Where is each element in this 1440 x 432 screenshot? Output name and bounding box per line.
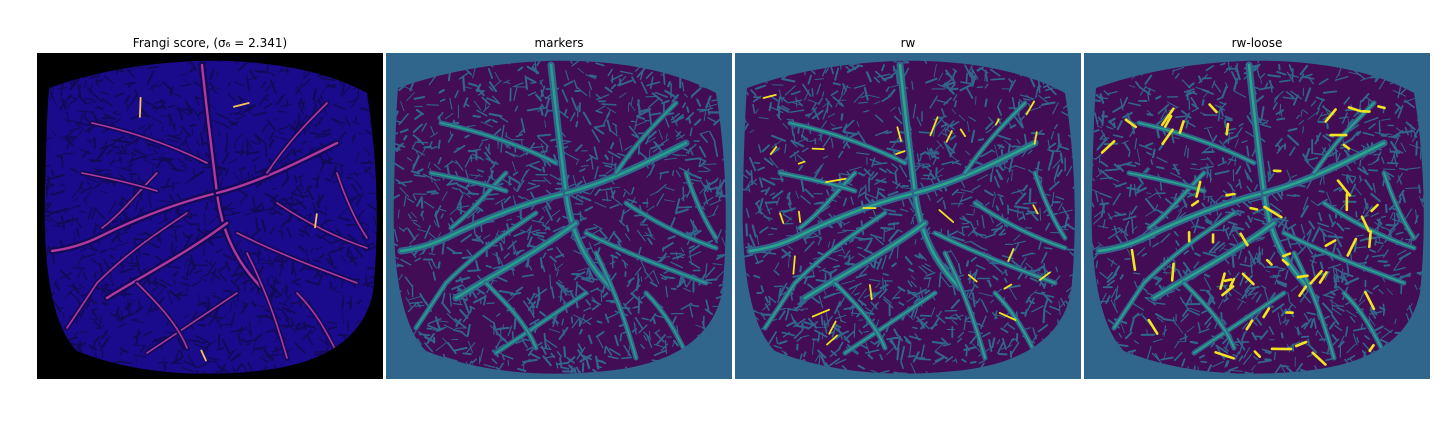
rw-image: [735, 53, 1081, 379]
rw-loose-image: [1084, 53, 1430, 379]
panel-title-markers: markers: [534, 36, 584, 50]
panel-title-rw-loose: rw-loose: [1231, 36, 1283, 50]
panel-title-frangi: Frangi score, (σ₆ = 2.341): [132, 36, 288, 50]
panel-frangi-score: Frangi score, (σ₆ = 2.341): [37, 34, 383, 379]
panel-markers: markers: [386, 34, 732, 379]
frangi-score-image: [37, 53, 383, 379]
panel-rw-loose: rw-loose: [1084, 34, 1430, 379]
markers-image: [386, 53, 732, 379]
panel-title-rw: rw: [900, 36, 916, 50]
panel-rw: rw: [735, 34, 1081, 379]
